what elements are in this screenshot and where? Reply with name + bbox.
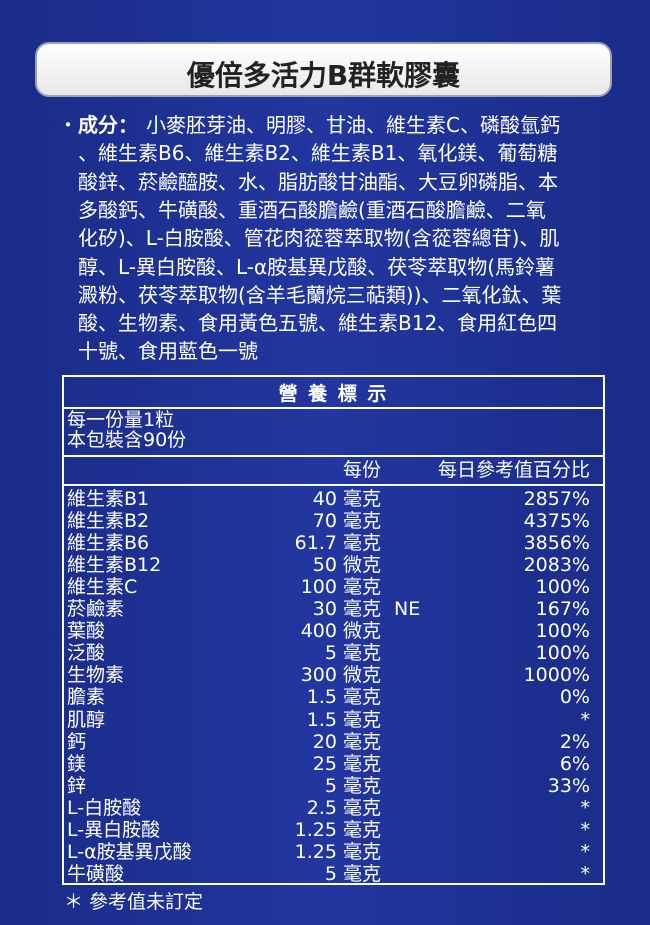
nutrient-amount: 61.7 毫克 [294,532,381,555]
nutrient-percent: 33% [547,774,590,797]
nutrient-name: 維生素B12 [67,554,162,577]
nutrient-percent: * [580,862,591,885]
nutrient-name: 肌醇 [67,708,106,731]
divider [64,484,603,486]
nutrient-name: 鈣 [67,730,87,753]
footnote: ＊ 參考值未訂定 [64,891,204,913]
nutrient-amount: 25 毫克 [312,752,381,775]
nutrient-percent: 1000% [523,664,590,687]
nutrient-percent: 167% [535,598,590,621]
nutrient-amount: 70 毫克 [312,510,381,533]
col-header: 每份 [342,459,381,481]
nutrient-percent: 4375% [523,510,590,533]
nutrient-name: 維生素B6 [67,532,150,555]
nutrient-amount: 20 毫克 [312,730,381,753]
ingredients-line: 酸、生物素、食用黃色五號、維生素B12、食用紅色四 [78,311,558,336]
nutrient-percent: 2083% [523,554,590,577]
nutrient-amount: 2.5 毫克 [306,796,381,819]
nutrient-amount: 40 毫克 [312,488,381,510]
nutrient-percent: * [580,840,591,863]
table-title: 營 養 標 示 [278,383,389,405]
nutrient-percent: 3856% [523,532,590,555]
nutrient-name: 鎂 [67,752,87,775]
nutrient-name: 生物素 [67,664,125,687]
divider [64,455,603,457]
nutrient-name: 維生素B1 [67,488,150,510]
nutrient-name: 維生素C [67,576,138,599]
nutrient-percent: 100% [535,642,590,665]
nutrient-percent: * [580,818,591,841]
nutrient-percent: 100% [535,576,590,599]
ingredients-line: 化矽)、L-白胺酸、管花肉蓯蓉萃取物(含蓯蓉總苷)、肌 [78,226,560,251]
nutrient-amount: 5 毫克 [324,862,381,885]
nutrient-amount: 1.5 毫克 [306,708,381,731]
nutrient-percent: 6% [559,752,590,775]
nutrient-name: 鋅 [67,774,87,797]
col-header: 每日參考值百分比 [437,459,590,481]
ingredients-line: 小麥胚芽油、明膠、甘油、維生素C、磷酸氫鈣 [146,113,560,137]
nutrient-amount: 50 微克 [312,554,381,577]
ingredients-line: 澱粉、茯苓萃取物(含羊毛蘭烷三萜類))、二氧化鈦、葉 [78,282,562,307]
ingredients-label: 成分： [78,113,138,137]
ingredients-line: 、維生素B6、維生素B2、維生素B1、氧化鎂、葡萄糖 [78,141,558,166]
nutrient-amount: 1.5 毫克 [306,686,381,709]
serving-size: 每一份量1粒 [67,409,175,431]
ingredients-line: 多酸鈣、牛磺酸、重酒石酸膽鹼(重酒石酸膽鹼、二氧 [78,197,546,222]
nutrient-percent: 2857% [523,488,590,510]
nutrient-amount: 30 毫克 [312,598,381,621]
nutrient-name: 膽素 [67,686,106,709]
nutrient-percent: * [580,796,591,819]
ingredients-line: 酸鋅、菸鹼醯胺、水、脂肪酸甘油酯、大豆卵磷脂、本 [78,169,558,194]
ingredients-line: 十號、食用藍色一號 [78,339,258,364]
bullet: ・ [58,113,78,137]
nutrient-name: 葉酸 [67,620,106,643]
nutrient-amount: 5 毫克 [324,642,381,665]
nutrient-name: 泛酸 [67,642,106,665]
nutrient-amount: 5 毫克 [324,774,381,797]
nutrient-name: 維生素B2 [67,510,150,533]
nutrient-note: NE [394,598,421,621]
nutrient-percent: * [580,708,591,731]
nutrient-name: L-異白胺酸 [67,818,161,841]
ingredients-line: 醇、L-異白胺酸、L-α胺基異戊酸、茯苓萃取物(馬鈴薯 [78,254,556,279]
product-title: 優倍多活力B群軟膠囊 [186,59,461,92]
nutrient-amount: 1.25 毫克 [294,840,381,863]
title-box: 優倍多活力B群軟膠囊 [35,42,612,97]
nutrient-percent: 100% [535,620,590,643]
servings-per-pack: 本包裝含90份 [67,429,187,451]
nutrient-name: L-α胺基異戊酸 [67,840,192,863]
nutrient-name: 牛磺酸 [67,862,125,885]
nutrient-name: L-白胺酸 [67,796,142,819]
nutrition-table: 營 養 標 示 每一份量1粒 本包裝含90份 每份 每日參考值百分比 維生素B1… [62,375,605,885]
nutrient-amount: 300 微克 [300,664,381,687]
nutrient-percent: 2% [559,730,590,753]
nutrient-percent: 0% [559,686,590,709]
nutrient-amount: 400 微克 [300,620,381,643]
nutrient-amount: 1.25 毫克 [294,818,381,841]
nutrient-name: 菸鹼素 [67,598,125,621]
divider [64,407,603,409]
nutrient-amount: 100 毫克 [300,576,381,599]
